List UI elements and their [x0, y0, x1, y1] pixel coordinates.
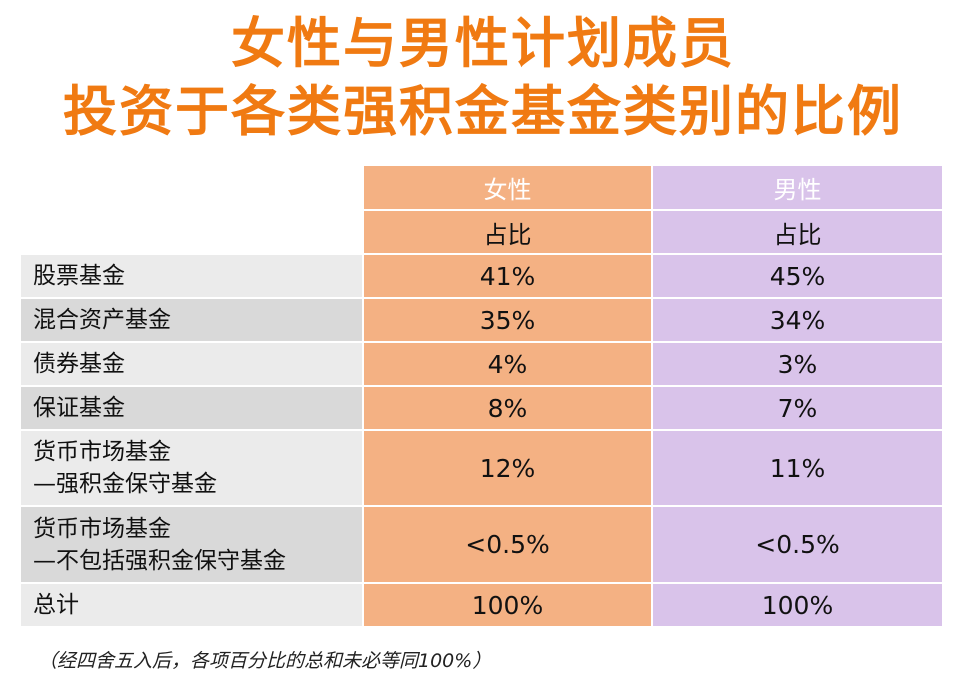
male-value: 34%	[653, 299, 942, 343]
row-label: 股票基金	[21, 255, 364, 299]
header-blank-cell	[21, 166, 364, 211]
header-male: 男性	[653, 166, 942, 211]
row-label-line-2: —强积金保守基金	[33, 471, 217, 497]
female-value: 4%	[364, 343, 653, 387]
row-label-line-1: 货币市场基金	[33, 439, 171, 465]
table-row: 混合资产基金 35% 34%	[21, 299, 942, 343]
row-label-text: 混合资产基金	[33, 307, 171, 333]
female-value: 41%	[364, 255, 653, 299]
row-label-text: 总计	[33, 592, 79, 618]
row-label: 货币市场基金 —不包括强积金保守基金	[21, 507, 364, 584]
row-label-text: 债券基金	[33, 351, 125, 377]
table-row: 货币市场基金 —强积金保守基金 12% 11%	[21, 431, 942, 507]
subheader-row: 占比 占比	[21, 211, 942, 255]
table-row: 股票基金 41% 45%	[21, 255, 942, 299]
row-label-text: 保证基金	[33, 395, 125, 421]
fund-allocation-table: 女性 男性 占比 占比 股票基金 41% 45% 混合资产基金 35% 34% …	[21, 166, 942, 628]
row-label: 债券基金	[21, 343, 364, 387]
subheader-female: 占比	[364, 211, 653, 255]
subheader-male: 占比	[653, 211, 942, 255]
header-row: 女性 男性	[21, 166, 942, 211]
table-row: 债券基金 4% 3%	[21, 343, 942, 387]
subheader-blank-cell	[21, 211, 364, 255]
row-label: 货币市场基金 —强积金保守基金	[21, 431, 364, 507]
header-female: 女性	[364, 166, 653, 211]
footnote: （经四舍五入后，各项百分比的总和未必等同100%）	[38, 650, 492, 672]
male-value: 45%	[653, 255, 942, 299]
table-row: 货币市场基金 —不包括强积金保守基金 <0.5% <0.5%	[21, 507, 942, 584]
row-label: 保证基金	[21, 387, 364, 431]
title-line-2: 投资于各类强积金基金类别的比例	[63, 80, 903, 143]
female-value: 12%	[364, 431, 653, 507]
male-value: 3%	[653, 343, 942, 387]
row-label-text: 股票基金	[33, 263, 125, 289]
table-row: 保证基金 8% 7%	[21, 387, 942, 431]
row-label: 总计	[21, 584, 364, 628]
female-value: 8%	[364, 387, 653, 431]
female-value: 100%	[364, 584, 653, 628]
title-line-1: 女性与男性计划成员	[231, 12, 735, 75]
male-value: 7%	[653, 387, 942, 431]
male-value: <0.5%	[653, 507, 942, 584]
male-value: 11%	[653, 431, 942, 507]
total-row: 总计 100% 100%	[21, 584, 942, 628]
row-label-line-2: —不包括强积金保守基金	[33, 547, 286, 574]
row-label: 混合资产基金	[21, 299, 364, 343]
female-value: <0.5%	[364, 507, 653, 584]
female-value: 35%	[364, 299, 653, 343]
row-label-line-1: 货币市场基金	[33, 515, 171, 542]
male-value: 100%	[653, 584, 942, 628]
